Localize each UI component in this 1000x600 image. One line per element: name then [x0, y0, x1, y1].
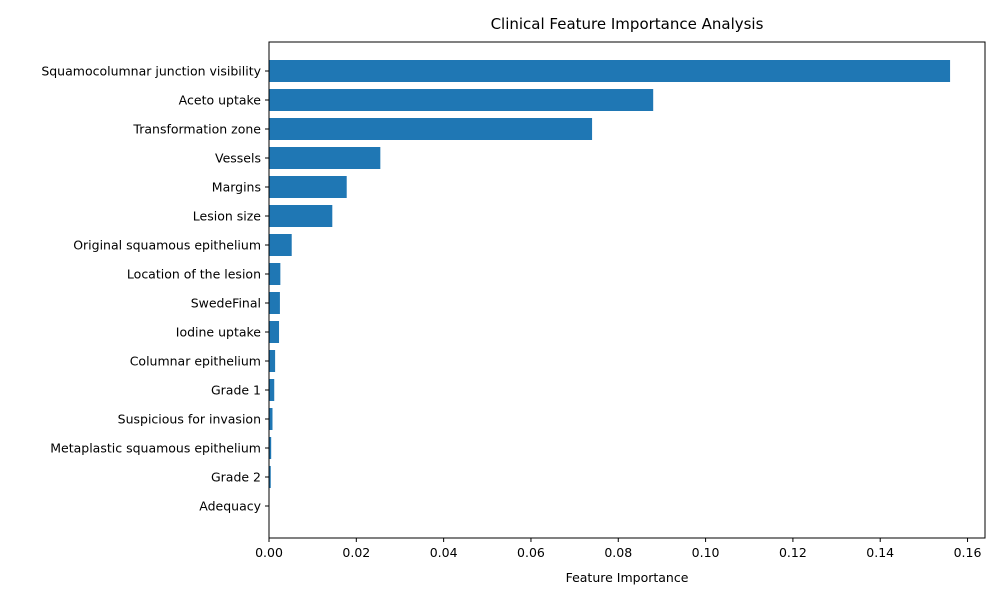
y-tick-label: Margins	[212, 180, 261, 195]
x-tick-label: 0.16	[954, 545, 982, 560]
y-tick-label: Iodine uptake	[176, 325, 262, 340]
bar	[269, 321, 280, 343]
x-tick-label: 0.04	[430, 545, 458, 560]
x-tick-label: 0.10	[692, 545, 720, 560]
bar	[269, 205, 333, 227]
y-tick-label: Squamocolumnar junction visibility	[41, 64, 261, 79]
x-axis-label: Feature Importance	[566, 570, 689, 585]
bar	[269, 89, 654, 111]
y-tick-label: Columnar epithelium	[130, 354, 261, 369]
bar	[269, 379, 275, 401]
bar	[269, 118, 593, 140]
x-tick-label: 0.02	[342, 545, 370, 560]
y-tick-label: Aceto uptake	[179, 93, 262, 108]
y-tick-label: Location of the lesion	[127, 267, 261, 282]
x-tick-label: 0.08	[604, 545, 632, 560]
bar	[269, 234, 292, 256]
bar	[269, 292, 280, 314]
bar	[269, 408, 273, 430]
y-tick-label: Transformation zone	[132, 122, 261, 137]
bar	[269, 176, 347, 198]
y-tick-label: Suspicious for invasion	[118, 412, 261, 427]
bar	[269, 466, 271, 488]
y-tick-label: Adequacy	[199, 499, 261, 514]
x-tick-label: 0.00	[255, 545, 283, 560]
bars-group	[269, 60, 951, 517]
y-axis-ticks: Squamocolumnar junction visibility Aceto …	[41, 64, 269, 514]
plot-frame	[268, 41, 986, 539]
chart-title: Clinical Feature Importance Analysis	[491, 15, 764, 33]
bar	[269, 350, 276, 372]
y-tick-label: Vessels	[215, 151, 261, 166]
x-axis-ticks: 0.00 0.02 0.04 0.06 0.08 0.10 0.12 0.14 0.16	[255, 538, 981, 560]
y-tick-label: SwedeFinal	[191, 296, 261, 311]
y-tick-label: Grade 1	[211, 383, 261, 398]
x-tick-label: 0.12	[779, 545, 807, 560]
bar	[269, 437, 272, 459]
y-tick-label: Grade 2	[211, 470, 261, 485]
x-tick-label: 0.14	[866, 545, 894, 560]
y-tick-label: Original squamous epithelium	[73, 238, 261, 253]
bar	[269, 60, 951, 82]
y-tick-label: Metaplastic squamous epithelium	[50, 441, 261, 456]
y-tick-label: Lesion size	[193, 209, 262, 224]
bar	[269, 147, 381, 169]
bar	[269, 263, 281, 285]
x-tick-label: 0.06	[517, 545, 545, 560]
